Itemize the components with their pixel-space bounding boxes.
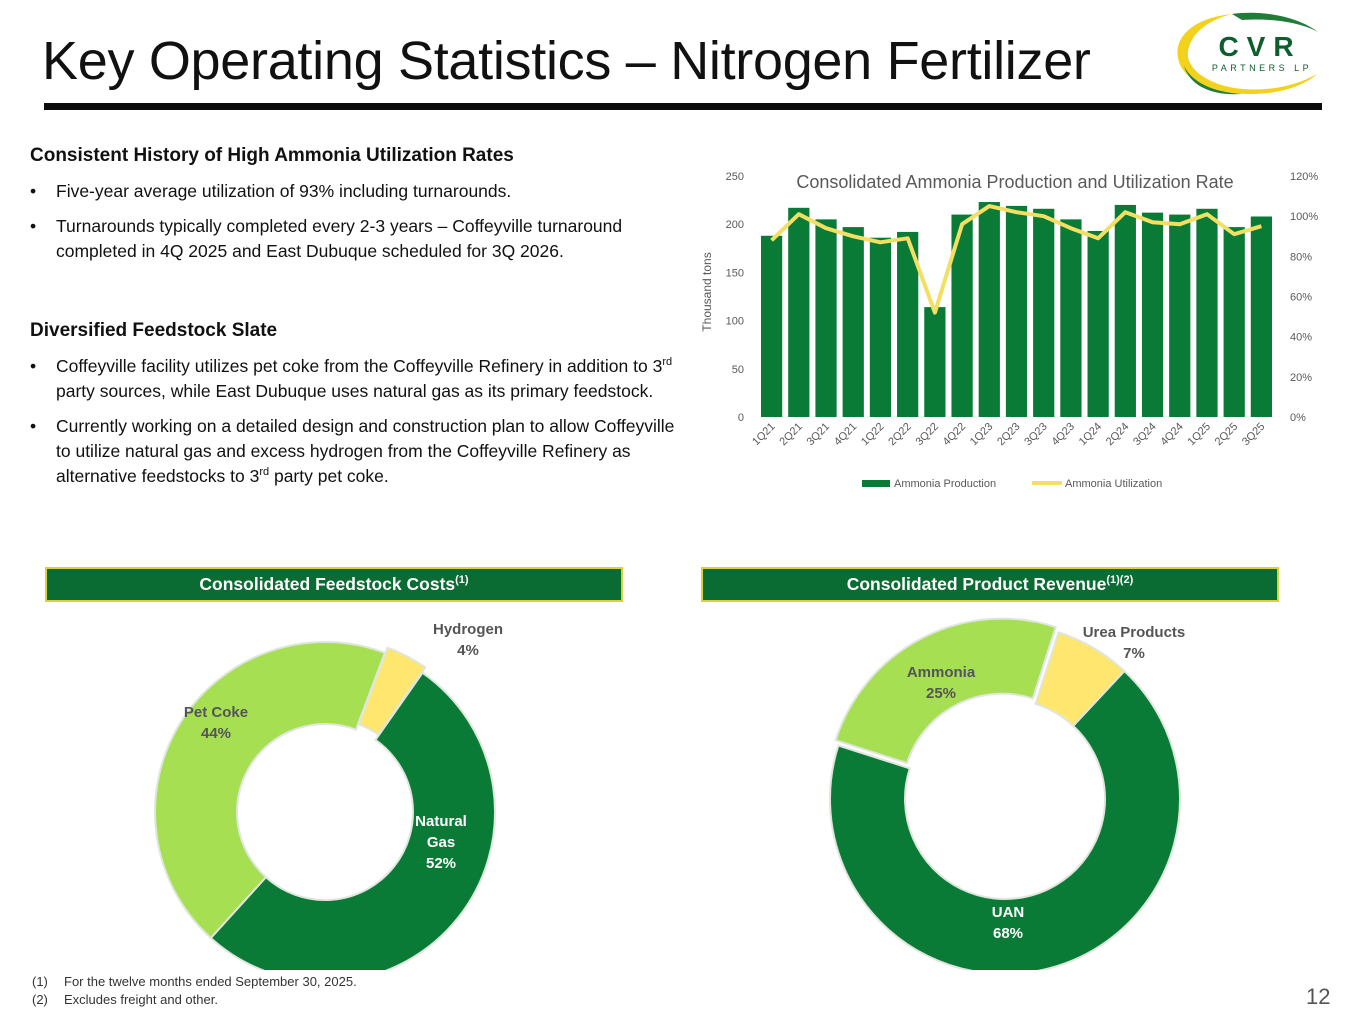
y2-tick-label: 60% — [1290, 292, 1312, 304]
x-tick-label: 3Q25 — [1240, 421, 1268, 449]
donut-label: Hydrogen — [433, 621, 503, 638]
y-tick-label: 50 — [732, 364, 744, 376]
production-bar — [1087, 230, 1109, 417]
donut-label: Ammonia — [907, 664, 976, 681]
y2-tick-label: 40% — [1290, 332, 1312, 344]
x-tick-label: 1Q21 — [750, 421, 778, 449]
y-tick-label: 150 — [726, 267, 744, 279]
chart-title: Consolidated Ammonia Production and Util… — [796, 172, 1233, 192]
donut-label: 44% — [201, 725, 231, 742]
legend-label-utilization: Ammonia Utilization — [1065, 478, 1162, 490]
production-bar — [760, 235, 783, 417]
donut-label: Natural — [415, 813, 467, 830]
production-bar — [1250, 216, 1273, 417]
x-tick-label: 4Q22 — [941, 421, 969, 449]
y-tick-label: 200 — [726, 219, 744, 231]
x-tick-label: 1Q24 — [1077, 421, 1105, 449]
page-number: 12 — [1306, 984, 1331, 1009]
donut-label: 4% — [457, 642, 479, 659]
bullet-item: • Coffeyville facility utilizes pet coke … — [30, 356, 673, 401]
production-bar — [1005, 205, 1028, 417]
x-tick-label: 3Q22 — [913, 421, 941, 449]
x-tick-label: 3Q24 — [1131, 421, 1159, 449]
production-bar — [1223, 227, 1245, 417]
donut-label: 25% — [926, 685, 956, 702]
chart-legend: Ammonia Production Ammonia Utilization — [862, 478, 1162, 490]
donut-label: Gas — [427, 834, 455, 851]
donut-slice — [154, 641, 387, 940]
x-tick-label: 4Q23 — [1050, 421, 1078, 449]
donut-label: 52% — [426, 855, 456, 872]
product-revenue-donut: UAN 68% Ammonia 25% Urea Products 7% — [829, 617, 1186, 970]
cvr-partners-logo: CVR PARTNERS LP — [1177, 12, 1318, 95]
legend-swatch-production — [862, 480, 890, 487]
y2-tick-label: 100% — [1290, 211, 1318, 223]
x-tick-label: 2Q21 — [777, 421, 805, 449]
ammonia-production-chart: Consolidated Ammonia Production and Util… — [700, 171, 1318, 490]
bullet-item: • Turnarounds typically completed every 2… — [30, 216, 623, 261]
footnote-1: (1) For the twelve months ended September… — [32, 974, 357, 989]
feedstock-costs-banner: Consolidated Feedstock Costs(1) — [45, 567, 623, 602]
y-tick-label: 0 — [738, 412, 744, 424]
title-divider — [44, 103, 1322, 110]
donut-label: Urea Products — [1083, 624, 1186, 641]
feedstock-costs-donut: Natural Gas 52% Pet Coke 44% Hydrogen 4% — [154, 621, 503, 970]
production-bar — [1169, 214, 1191, 417]
x-tick-label: 2Q24 — [1104, 421, 1132, 449]
donut-slice — [357, 646, 427, 736]
bullet-item: • Currently working on a detailed design … — [30, 416, 675, 486]
production-bar — [951, 214, 973, 417]
production-bar — [815, 219, 837, 417]
production-bar — [842, 227, 864, 417]
donut-label: UAN — [992, 904, 1025, 921]
production-bar — [869, 237, 892, 417]
y-axis-label: Thousand tons — [700, 252, 714, 331]
x-tick-label: 2Q25 — [1213, 421, 1241, 449]
x-tick-label: 3Q23 — [1022, 421, 1050, 449]
legend-swatch-utilization — [1032, 481, 1062, 485]
y-tick-label: 250 — [726, 171, 744, 183]
y-tick-label: 100 — [726, 316, 744, 328]
donut-label: 7% — [1123, 645, 1145, 662]
x-tick-label: 1Q25 — [1186, 421, 1214, 449]
donut-slice — [829, 669, 1181, 970]
x-tick-label: 2Q23 — [995, 421, 1023, 449]
x-tick-label: 4Q24 — [1158, 421, 1186, 449]
donut-slice — [834, 617, 1058, 765]
logo-sub-text: PARTNERS LP — [1212, 63, 1312, 73]
donut-label: Pet Coke — [184, 704, 248, 721]
x-tick-label: 2Q22 — [886, 421, 914, 449]
logo-brand-text: CVR — [1218, 31, 1301, 62]
utilization-section: Consistent History of High Ammonia Utili… — [30, 145, 680, 274]
production-bar — [1033, 208, 1055, 417]
donut-label: 68% — [993, 925, 1023, 942]
bullet-item: • Five-year average utilization of 93% in… — [30, 181, 512, 201]
y2-tick-label: 0% — [1290, 412, 1306, 424]
production-bar — [924, 307, 946, 417]
y2-tick-label: 80% — [1290, 251, 1312, 263]
utilization-line — [770, 204, 1262, 315]
production-bar — [978, 202, 1000, 417]
section-heading-utilization: Consistent History of High Ammonia Utili… — [30, 145, 514, 166]
y2-tick-label: 120% — [1290, 171, 1318, 183]
x-tick-label: 3Q21 — [805, 421, 833, 449]
production-bar — [1196, 208, 1218, 417]
page-title: Key Operating Statistics – Nitrogen Fert… — [42, 31, 1091, 91]
footnote-2: (2) Excludes freight and other. — [32, 992, 218, 1007]
x-tick-label: 1Q22 — [859, 421, 887, 449]
production-bar — [897, 231, 919, 417]
product-revenue-banner: Consolidated Product Revenue(1)(2) — [701, 567, 1279, 602]
production-bar — [1114, 204, 1136, 417]
production-bar — [788, 207, 810, 417]
production-bar — [1060, 219, 1082, 417]
x-tick-label: 4Q21 — [832, 421, 860, 449]
donut-slice — [1034, 631, 1126, 728]
donut-slice — [209, 671, 496, 970]
x-tick-label: 1Q23 — [968, 421, 996, 449]
legend-label-production: Ammonia Production — [894, 478, 996, 490]
section-heading-feedstock: Diversified Feedstock Slate — [30, 320, 278, 341]
feedstock-section: Diversified Feedstock Slate • Coffeyville… — [30, 320, 680, 499]
production-bar — [1141, 212, 1164, 417]
y2-tick-label: 20% — [1290, 372, 1312, 384]
